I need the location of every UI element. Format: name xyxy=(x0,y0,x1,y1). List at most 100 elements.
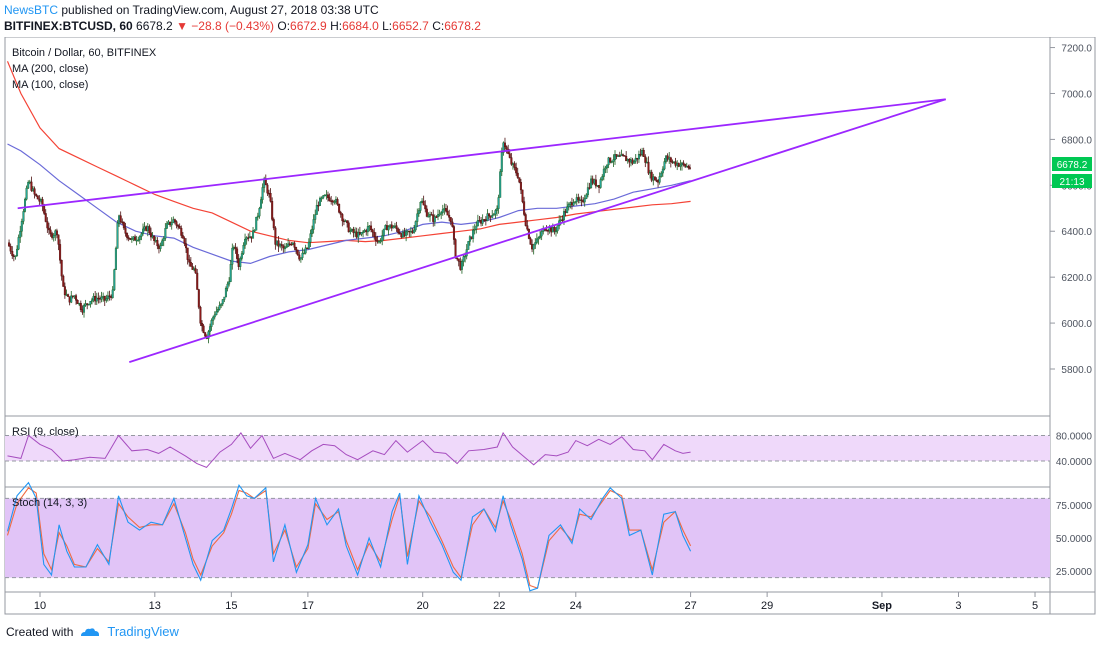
tradingview-brand[interactable]: TradingView xyxy=(107,624,179,639)
candle-body xyxy=(598,185,601,188)
candle-body xyxy=(588,187,591,189)
candle-body xyxy=(119,215,122,223)
candle-body xyxy=(188,259,191,263)
candle-body xyxy=(685,165,688,168)
candle-body xyxy=(586,187,589,196)
candle-body xyxy=(226,283,229,289)
candle-body xyxy=(566,206,569,213)
candle-body xyxy=(550,227,553,233)
candle-body xyxy=(486,213,489,222)
candle-body xyxy=(207,331,210,339)
chart-area[interactable]: 5800.06000.06200.06400.06600.06800.07000… xyxy=(0,37,1100,620)
legend-ma200: MA (200, close) xyxy=(12,63,88,75)
candle-body xyxy=(417,210,420,214)
candle-body xyxy=(336,199,339,205)
candle-body xyxy=(518,177,521,183)
publisher-name[interactable]: NewsBTC xyxy=(4,3,59,17)
price-tick-label: 6800.0 xyxy=(1061,135,1092,146)
candle-body xyxy=(623,155,626,157)
candle-body xyxy=(44,213,47,222)
candle-body xyxy=(95,297,98,302)
time-tick-label: 27 xyxy=(684,600,696,612)
candle-body xyxy=(360,232,363,235)
candle-body xyxy=(98,298,101,300)
candle-body xyxy=(94,295,97,302)
candle-body xyxy=(277,240,280,247)
candle-body xyxy=(609,157,612,163)
candle-body xyxy=(309,233,312,243)
candle-body xyxy=(561,219,564,221)
candle-body xyxy=(63,286,66,296)
candle-body xyxy=(245,237,248,240)
candle-body xyxy=(551,227,554,233)
candle-body xyxy=(414,221,417,231)
candle-body xyxy=(334,199,337,202)
candle-body xyxy=(271,201,274,220)
candle-body xyxy=(12,255,15,257)
candle-body xyxy=(326,194,329,198)
candle-body xyxy=(370,225,373,231)
price-tick-label: 7200.0 xyxy=(1061,44,1092,55)
candle-body xyxy=(252,230,255,239)
close-value: 6678.2 xyxy=(444,19,481,33)
candle-body xyxy=(604,167,607,170)
legend-ma100: MA (100, close) xyxy=(12,79,88,91)
candle-body xyxy=(671,161,674,163)
candle-body xyxy=(272,219,275,229)
candle-body xyxy=(433,216,436,222)
candle-body xyxy=(628,159,631,163)
low-label: L: xyxy=(382,19,393,33)
candle-body xyxy=(87,303,90,306)
footer: Created with TradingView xyxy=(6,624,179,639)
badge-timer-bg xyxy=(1052,174,1092,188)
candle-body xyxy=(473,229,476,231)
candle-body xyxy=(102,295,105,298)
time-tick-label: 3 xyxy=(955,600,961,612)
candle-body xyxy=(645,161,648,164)
candle-body xyxy=(237,258,240,267)
candle-body xyxy=(674,161,677,166)
candle-body xyxy=(149,232,152,238)
candle-body xyxy=(38,198,41,202)
candle-body xyxy=(362,231,365,234)
candle-body xyxy=(526,225,529,230)
candle-body xyxy=(121,221,124,224)
candle-body xyxy=(621,154,624,156)
candle-body xyxy=(607,157,610,166)
candle-body xyxy=(365,230,368,233)
candle-body xyxy=(555,230,558,233)
candle-body xyxy=(239,258,242,267)
stoch-tick-label: 75.0000 xyxy=(1056,501,1093,512)
candle-body xyxy=(79,303,82,310)
candle-body xyxy=(89,301,92,305)
published-text: published on TradingView.com, August 27,… xyxy=(61,3,379,17)
candle-body xyxy=(232,246,235,249)
badge-timer: 21:13 xyxy=(1059,177,1084,188)
candle-body xyxy=(304,247,307,254)
candle-body xyxy=(110,296,113,298)
candle-body xyxy=(181,235,184,239)
candle-body xyxy=(75,295,78,301)
badge-price: 6678.2 xyxy=(1057,160,1088,171)
candle-body xyxy=(625,156,628,162)
candle-body xyxy=(224,288,227,298)
candle-body xyxy=(293,242,296,248)
created-with-text: Created with xyxy=(6,624,74,639)
candle-body xyxy=(157,245,160,249)
candle-body xyxy=(590,178,593,189)
candle-body xyxy=(267,192,270,195)
candle-body xyxy=(673,161,676,163)
candle-body xyxy=(389,224,392,228)
candle-body xyxy=(16,248,19,256)
candle-body xyxy=(491,215,494,218)
candle-body xyxy=(583,198,586,203)
candle-body xyxy=(411,230,414,233)
candle-body xyxy=(323,194,326,197)
candle-body xyxy=(406,230,409,233)
candle-body xyxy=(8,242,11,247)
candle-body xyxy=(564,211,567,213)
candle-body xyxy=(46,221,49,229)
candle-body xyxy=(475,225,478,230)
candle-body xyxy=(430,214,433,216)
candle-body xyxy=(540,231,543,237)
